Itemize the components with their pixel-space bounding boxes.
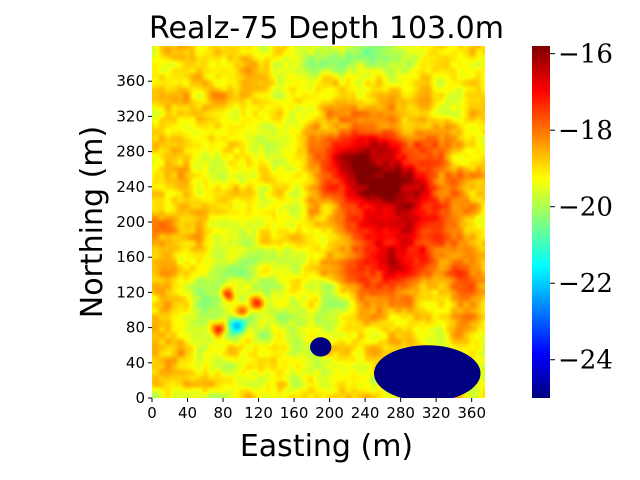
- minimum-zone-1: [374, 345, 481, 398]
- colorbar: −16 −18 −20 −22 −24: [532, 40, 613, 398]
- colorbar-tick-label: −16: [558, 40, 613, 70]
- y-axis: 0 40 80 120 160 200 240 280 320 360: [116, 72, 152, 407]
- x-tick-label: 160: [280, 404, 309, 422]
- y-tick-label: 280: [116, 143, 145, 161]
- x-tick-label: 120: [244, 404, 273, 422]
- x-tick-label: 280: [386, 404, 415, 422]
- colorbar-tick-label: −24: [558, 346, 613, 376]
- x-tick-label: 360: [457, 404, 486, 422]
- y-tick-label: 120: [116, 283, 145, 301]
- y-tick-label: 200: [116, 213, 145, 231]
- y-tick-label: 320: [116, 107, 145, 125]
- y-tick-label: 80: [126, 319, 145, 337]
- colorbar-tick-label: −18: [558, 116, 613, 146]
- x-tick-label: 240: [351, 404, 380, 422]
- x-tick-label: 320: [422, 404, 451, 422]
- y-tick-label: 240: [116, 178, 145, 196]
- y-tick-label: 360: [116, 72, 145, 90]
- minimum-zones: [310, 337, 481, 398]
- x-tick-label: 80: [213, 404, 232, 422]
- x-tick-label: 200: [315, 404, 344, 422]
- x-tick-label: 0: [147, 404, 157, 422]
- x-axis-label: Easting (m): [240, 429, 413, 464]
- y-tick-label: 0: [135, 389, 145, 407]
- colorbar-tick-label: −20: [558, 193, 613, 223]
- y-tick-label: 160: [116, 248, 145, 266]
- minimum-zone-0: [310, 337, 332, 357]
- y-axis-label: Northing (m): [75, 126, 110, 318]
- y-tick-label: 40: [126, 354, 145, 372]
- colorbar-tick-label: −22: [558, 269, 613, 299]
- x-axis: 0 40 80 120 160 200 240 280 320 360: [147, 398, 486, 422]
- x-tick-label: 40: [178, 404, 197, 422]
- chart-title: Realz-75 Depth 103.0m: [149, 11, 504, 46]
- colorbar-gradient: [532, 46, 550, 398]
